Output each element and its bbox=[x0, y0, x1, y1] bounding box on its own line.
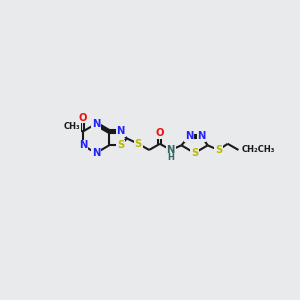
Text: S: S bbox=[215, 145, 222, 155]
Text: CH₃: CH₃ bbox=[64, 122, 80, 131]
Text: S: S bbox=[135, 139, 142, 149]
Text: O: O bbox=[156, 128, 164, 138]
Text: N: N bbox=[185, 131, 194, 141]
Text: N: N bbox=[79, 140, 87, 150]
Text: CH₂CH₃: CH₂CH₃ bbox=[242, 146, 275, 154]
Text: N: N bbox=[116, 127, 125, 136]
Text: N: N bbox=[92, 119, 100, 129]
Text: O: O bbox=[79, 112, 87, 123]
Text: N: N bbox=[167, 145, 175, 155]
Text: S: S bbox=[191, 148, 198, 158]
Text: S: S bbox=[117, 140, 124, 150]
Text: H: H bbox=[167, 153, 174, 162]
Text: N: N bbox=[197, 131, 206, 141]
Text: N: N bbox=[92, 148, 100, 158]
